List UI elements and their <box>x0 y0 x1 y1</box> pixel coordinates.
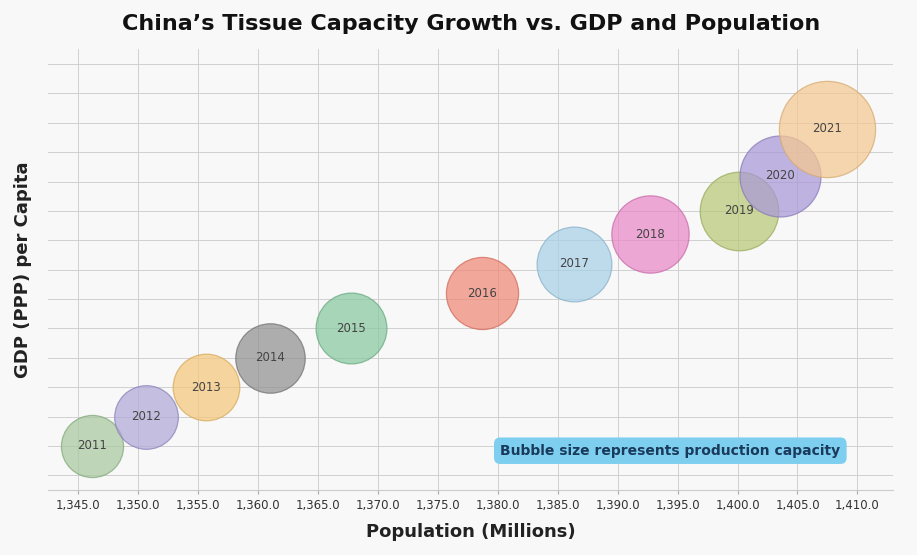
Text: 2018: 2018 <box>635 228 665 241</box>
Text: 2020: 2020 <box>765 169 794 182</box>
Text: 2012: 2012 <box>131 410 161 423</box>
Y-axis label: GDP (PPP) per Capita: GDP (PPP) per Capita <box>14 162 32 378</box>
Point <box>85 441 100 450</box>
Text: 2013: 2013 <box>192 381 221 393</box>
Point <box>643 230 657 239</box>
Text: 2014: 2014 <box>255 351 284 364</box>
Title: China’s Tissue Capacity Growth vs. GDP and Population: China’s Tissue Capacity Growth vs. GDP a… <box>122 14 820 34</box>
Text: 2016: 2016 <box>467 286 497 300</box>
Point <box>732 206 746 215</box>
Text: 2021: 2021 <box>812 122 843 135</box>
Text: 2011: 2011 <box>77 440 107 452</box>
Text: 2017: 2017 <box>559 258 590 270</box>
Text: 2019: 2019 <box>724 204 754 218</box>
Point <box>138 412 153 421</box>
Text: Bubble size represents production capacity: Bubble size represents production capaci… <box>501 443 840 458</box>
Point <box>262 354 277 362</box>
Text: 2015: 2015 <box>337 322 366 335</box>
Point <box>199 383 214 392</box>
Point <box>344 324 359 333</box>
Point <box>475 289 490 297</box>
Point <box>820 124 834 133</box>
X-axis label: Population (Millions): Population (Millions) <box>366 523 576 541</box>
Point <box>567 259 581 268</box>
Point <box>772 171 787 180</box>
